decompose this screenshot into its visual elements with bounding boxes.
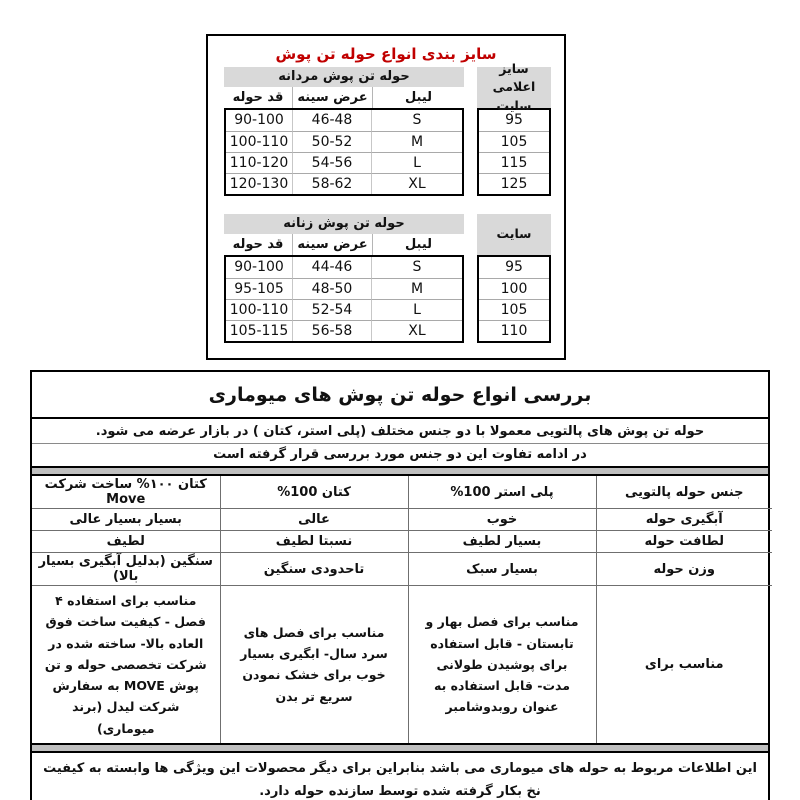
women-site-size: 95: [505, 259, 523, 275]
cotton-weight: تاحدودی سنگین: [219, 552, 409, 586]
men-site-size: 95: [505, 112, 523, 128]
cotton-absorption: عالی: [219, 508, 409, 531]
women-main-table: حوله تن پوش زنانه قد حوله عرض سینه لیبل …: [224, 214, 464, 343]
men-site-size-values: 95 105 115 125: [477, 108, 551, 196]
move-absorption: بسیار بسیار عالی: [32, 508, 221, 531]
women-site-size: 100: [479, 278, 549, 299]
men-col-chest: عرض سینه: [292, 87, 372, 108]
women-row-length: 105-115: [226, 320, 292, 341]
women-row-length: 95-105: [226, 278, 292, 299]
row-suitable-for: مناسب برای مناسب برای فصل بهار و تابستان…: [32, 585, 772, 743]
women-row-label: M: [371, 278, 462, 299]
attr-weight: وزن حوله: [595, 552, 772, 586]
row-fabric-type: جنس حوله پالتویی پلی استر 100% کتان 100%…: [32, 476, 772, 509]
men-data-box: 90-100 46-48 S 100-110 50-52 M 110-120 5…: [224, 108, 464, 196]
separator-bar: [32, 742, 768, 753]
move-fabric-type: کتان ۱۰۰% ساخت شرکت Move: [32, 476, 221, 509]
men-site-size: 105: [479, 131, 549, 152]
comparison-grid: جنس حوله پالتویی پلی استر 100% کتان 100%…: [32, 476, 772, 743]
women-row-label: XL: [371, 320, 462, 341]
men-column-headers: قد حوله عرض سینه لیبل: [224, 87, 464, 108]
women-site-size-column: سایت 95 100 105 110: [477, 214, 551, 343]
women-col-length: قد حوله: [232, 237, 284, 252]
women-col-chest: عرض سینه: [292, 234, 372, 255]
women-row-length: 90-100: [234, 259, 284, 275]
polyester-absorption: خوب: [407, 508, 597, 531]
men-row-chest: 54-56: [292, 152, 371, 173]
men-row-chest: 50-52: [292, 131, 371, 152]
cotton-suitable-for: مناسب برای فصل های سرد سال- ابگیری بسیار…: [219, 585, 409, 743]
review-footer-note-1: این اطلاعات مربوط به حوله های میوماری می…: [32, 753, 768, 800]
attr-suitable-for: مناسب برای: [595, 585, 772, 743]
women-row-chest: 48-50: [292, 278, 371, 299]
review-table-title: بررسی انواع حوله تن پوش های میوماری: [32, 372, 768, 419]
men-section-header: حوله تن پوش مردانه: [224, 67, 464, 87]
separator-bar: [32, 466, 768, 476]
move-suitable-for: مناسب برای استفاده ۴ فصل - کیفیت ساخت فو…: [32, 585, 221, 743]
polyester-suitable-for: مناسب برای فصل بهار و تابستان - قابل است…: [407, 585, 597, 743]
women-row-chest: 56-58: [292, 320, 371, 341]
women-sizing-section: حوله تن پوش زنانه قد حوله عرض سینه لیبل …: [208, 214, 564, 343]
men-row-label: M: [371, 131, 462, 152]
men-row-length: 110-120: [226, 152, 292, 173]
men-row-label: S: [371, 110, 462, 131]
men-row-length: 120-130: [226, 173, 292, 194]
sizing-table: سایز بندی انواع حوله تن پوش حوله تن پوش …: [206, 34, 566, 360]
women-column-headers: قد حوله عرض سینه لیبل: [224, 234, 464, 255]
women-row-label: S: [371, 257, 462, 278]
women-row-length: 100-110: [226, 299, 292, 320]
men-site-size: 125: [479, 173, 549, 194]
row-weight: وزن حوله بسیار سبک تاحدودی سنگین سنگین (…: [32, 552, 772, 586]
men-col-length: قد حوله: [232, 90, 284, 105]
polyester-weight: بسیار سبک: [407, 552, 597, 586]
women-row-chest: 44-46: [292, 257, 371, 278]
cotton-softness: نسبتا لطیف: [219, 530, 409, 553]
attr-fabric-type: جنس حوله پالتویی: [595, 476, 772, 509]
cotton-fabric-type: کتان 100%: [219, 476, 409, 509]
women-site-size: 110: [479, 320, 549, 341]
review-intro-line-2: در ادامه تفاوت این دو جنس مورد بررسی قرا…: [213, 447, 587, 462]
women-row-chest: 52-54: [292, 299, 371, 320]
sizing-table-title: سایز بندی انواع حوله تن پوش: [275, 45, 497, 63]
men-main-table: حوله تن پوش مردانه قد حوله عرض سینه لیبل…: [224, 67, 464, 196]
men-row-chest: 46-48: [292, 110, 371, 131]
polyester-fabric-type: پلی استر 100%: [407, 476, 597, 509]
men-row-label: L: [371, 152, 462, 173]
women-site-size-header: سایت: [477, 214, 551, 255]
row-softness: لطافت حوله بسیار لطیف نسبتا لطیف لطیف: [32, 530, 772, 553]
women-site-size-values: 95 100 105 110: [477, 255, 551, 343]
women-col-label: لیبل: [372, 234, 464, 255]
move-softness: لطیف: [32, 530, 221, 553]
women-section-header: حوله تن پوش زنانه: [224, 214, 464, 234]
men-row-length: 100-110: [226, 131, 292, 152]
women-data-box: 90-100 44-46 S 95-105 48-50 M 100-110 52…: [224, 255, 464, 343]
men-row-label: XL: [371, 173, 462, 194]
attr-softness: لطافت حوله: [595, 530, 772, 553]
men-site-size: 115: [479, 152, 549, 173]
men-site-size-header: سایز اعلامی سایت: [477, 61, 551, 113]
men-col-label: لیبل: [372, 87, 464, 108]
women-site-size: 105: [479, 299, 549, 320]
men-site-size-column: سایز اعلامی سایت 95 105 115 125: [477, 61, 551, 196]
polyester-softness: بسیار لطیف: [407, 530, 597, 553]
men-sizing-section: حوله تن پوش مردانه قد حوله عرض سینه لیبل…: [208, 61, 564, 196]
men-row-length: 90-100: [234, 112, 284, 128]
row-absorption: آبگیری حوله خوب عالی بسیار بسیار عالی: [32, 508, 772, 531]
move-weight: سنگین (بدلیل آبگیری بسیار بالا): [32, 552, 221, 586]
review-table: بررسی انواع حوله تن پوش های میوماری حوله…: [30, 370, 772, 800]
men-row-chest: 58-62: [292, 173, 371, 194]
review-intro-line-1: حوله تن پوش های پالتویی معمولا با دو جنس…: [32, 419, 768, 444]
attr-absorption: آبگیری حوله: [595, 508, 772, 531]
women-row-label: L: [371, 299, 462, 320]
